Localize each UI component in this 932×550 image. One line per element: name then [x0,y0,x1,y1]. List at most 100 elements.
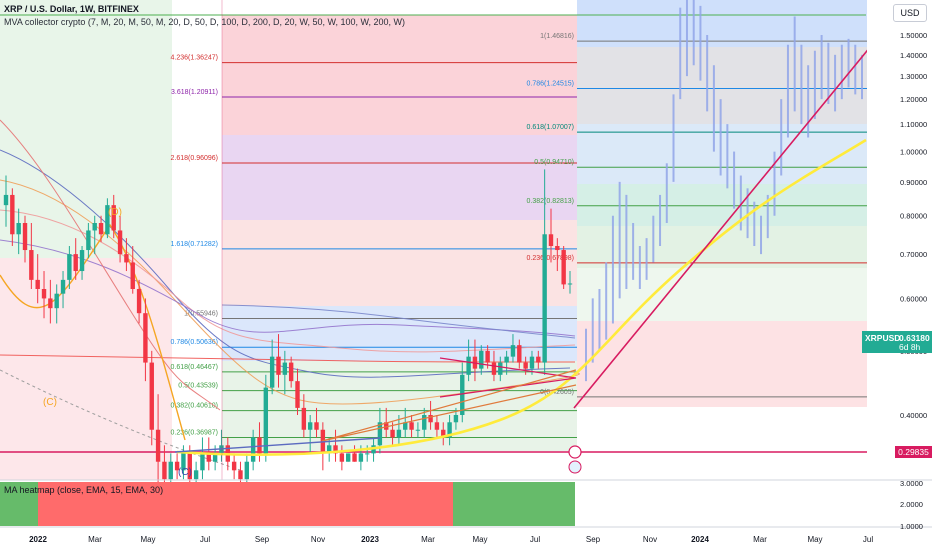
candle-body [244,461,250,480]
projection-line [573,34,881,409]
zone-ext-purple [222,135,577,220]
candle-body [352,453,357,462]
y-tick-label: 0.40000 [900,411,927,420]
indicator-label[interactable]: MVA collector crypto (7, M, 20, M, 50, M… [4,17,405,27]
candle-body [396,429,402,438]
heatmap-tick-label: 2.0000 [900,500,923,509]
candle-body [567,283,573,285]
fib-right-label: 0(0.42605) [540,389,574,396]
candle-body [307,422,313,430]
candle-body [409,422,414,430]
candle-body [200,453,205,471]
candle-body [548,234,554,247]
candle-body [124,254,129,263]
fib-left-label: 4.236(1.36247) [171,55,218,62]
candle-body [10,194,15,235]
candle-body [60,279,66,294]
candle-body [54,293,59,309]
pattern-label: (D) [108,207,122,218]
candle-body [162,461,167,480]
last-price-tag: XRPUSD 0.63180 6d 8h [862,331,932,353]
candle-body [358,453,364,462]
candle-body [295,381,300,408]
y-tick-label: 1.50000 [900,31,927,40]
candle-body [269,356,275,388]
wedge-lines [439,357,577,398]
candle-body [333,445,338,454]
x-tick-label: Mar [421,535,435,544]
candle-body [263,387,269,454]
x-tick-label: May [807,535,822,544]
zone-right-teal [577,184,867,226]
candle-body [288,362,294,382]
fib-left-label: 3.618(1.20911) [171,89,218,96]
candle-body [282,362,288,375]
candle-body [326,445,332,454]
zone-right-blue [577,124,867,184]
candle-body [453,415,459,423]
zone-red-left [0,258,172,480]
x-tick-label: Nov [643,535,657,544]
fib-left-label: 0.5(0.43539) [178,383,218,390]
y-tick-label: 1.40000 [900,51,927,60]
candle-body [149,362,154,430]
candle-body [16,223,21,235]
candle-body [111,205,116,231]
candle-body [155,429,161,462]
candle-body [29,250,34,280]
fib-right-label: 0.236(0.67898) [527,255,574,262]
fib-left-label: 0.236(0.36987) [171,430,218,437]
candle-body [428,415,433,423]
candle-body [365,453,370,455]
candle-body [479,350,484,369]
x-tick-label: May [140,535,155,544]
background-zones [0,0,867,480]
candle-body [168,461,173,480]
candle-body [441,429,446,438]
fib-right-label: 0.618(1.07007) [527,124,574,131]
candle-body [231,461,237,471]
x-tick-label: Jul [863,535,873,544]
candle-body [136,289,142,314]
ma-line [0,149,571,378]
candle-body [466,356,471,375]
base-line [174,437,381,453]
time-axis: 2022 Mar May Jul Sep Nov 2023 Mar May Jul Sep Nov 20… [0,526,932,544]
candle-body [434,422,440,430]
fib-left-label: 0.786(0.50636) [171,339,218,346]
candle-body [98,223,104,235]
candle-body [187,453,192,480]
heatmap-tick-label: 3.0000 [900,479,923,488]
ma-heatmap-pane: 3.0000 2.0000 1.0000 [0,479,932,531]
candle-body [301,407,307,430]
heatmap-segment [0,482,38,526]
x-tick-label: Mar [753,535,767,544]
y-tick-label: 1.10000 [900,120,927,129]
x-tick-label: Jul [200,535,210,544]
x-tick-label: Mar [88,535,102,544]
candle-body [276,356,281,375]
x-tick-label: 2022 [29,535,47,544]
fib-left-label: 2.618(0.96096) [171,155,218,162]
y-tick-label: 0.90000 [900,178,927,187]
candle-body [339,453,345,462]
harmonic-pattern [0,223,186,441]
x-tick-label: 2023 [361,535,379,544]
x-tick-label: Jul [530,535,540,544]
candle-body [529,356,535,369]
currency-button[interactable]: USD [893,4,927,22]
ma-line [221,304,576,339]
candle-body [250,437,256,462]
candle-body [130,262,135,290]
candle-body [67,254,72,280]
candle-body [117,230,123,255]
candle-body [422,415,427,430]
y-tick-label: 0.80000 [900,212,927,221]
price-tag-countdown: 6d 8h [899,342,921,352]
fib-left-label: 0.382(0.40610) [171,403,218,410]
drawing-overlays: (D) (C) (C) [43,0,884,480]
heatmap-label[interactable]: MA heatmap (close, EMA, 15, EMA, 30) [4,485,164,495]
axis-bg [867,0,932,480]
candle-body [48,298,53,309]
